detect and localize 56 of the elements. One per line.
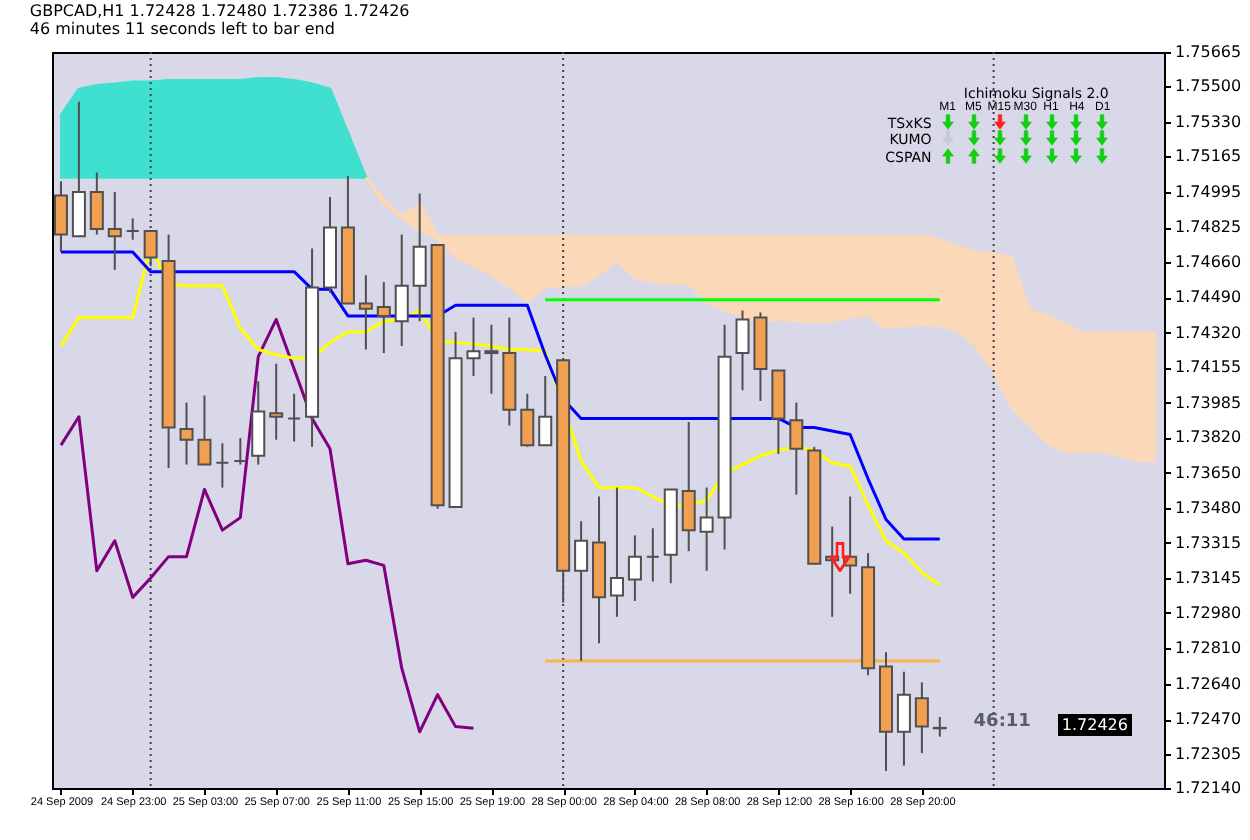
y-tick-label: 1.72640: [1175, 674, 1242, 693]
candlestick: [215, 442, 230, 489]
y-tick-label: 1.75330: [1175, 112, 1242, 131]
y-tick-label: 1.75500: [1175, 77, 1242, 96]
candlestick: [125, 217, 140, 241]
candlestick: [89, 171, 104, 236]
candlestick: [376, 281, 391, 355]
candlestick: [269, 362, 284, 441]
candlestick: [53, 180, 68, 254]
y-tick-label: 1.74155: [1175, 358, 1242, 377]
candlestick: [233, 437, 248, 466]
candlestick: [574, 520, 589, 663]
candlestick: [520, 392, 535, 448]
candlestick: [71, 100, 86, 238]
y-tick-label: 1.72810: [1175, 639, 1242, 658]
candlestick: [412, 192, 427, 323]
candlestick: [143, 229, 158, 268]
y-tick-label: 1.72140: [1175, 779, 1242, 797]
y-tick-label: 1.73315: [1175, 533, 1242, 552]
y-tick-label: 1.73985: [1175, 393, 1242, 412]
y-tick-label: 1.73650: [1175, 463, 1242, 482]
chart-subtitle: 46 minutes 11 seconds left to bar end: [29, 20, 335, 38]
candlestick: [771, 369, 786, 455]
y-tick-label: 1.74320: [1175, 323, 1242, 342]
candlestick: [681, 420, 696, 553]
y-tick-label: 1.72980: [1175, 603, 1242, 622]
y-tick-label: 1.74490: [1175, 288, 1242, 307]
annotation: 1.72426: [1057, 714, 1132, 737]
y-tick-label: 1.75165: [1175, 147, 1242, 166]
candlestick: [287, 392, 302, 443]
y-tick-label: 1.72305: [1175, 744, 1242, 763]
line-series: [59, 317, 475, 734]
chart-title: GBPCAD,H1 1.72428 1.72480 1.72386 1.72426: [29, 2, 410, 20]
y-tick-label: 1.75665: [1175, 43, 1242, 61]
y-tick-label: 1.73820: [1175, 428, 1242, 447]
candlestick: [627, 534, 642, 602]
candlestick: [609, 486, 624, 618]
y-tick-label: 1.74660: [1175, 252, 1242, 271]
y-tick-label: 1.74995: [1175, 182, 1242, 201]
candlestick: [538, 375, 553, 447]
annotation: 46:11: [973, 712, 1031, 733]
y-tick-label: 1.73145: [1175, 569, 1242, 588]
candlestick: [789, 401, 804, 496]
y-tick-label: 1.74825: [1175, 218, 1242, 237]
candlestick: [896, 670, 911, 767]
y-tick-label: 1.72470: [1175, 710, 1242, 729]
y-tick-label: 1.73480: [1175, 499, 1242, 518]
candlestick: [107, 190, 122, 271]
candlestick: [914, 681, 929, 755]
candlestick: [394, 233, 409, 347]
candlestick: [251, 380, 266, 466]
candlestick: [645, 527, 660, 583]
candlestick: [699, 486, 714, 572]
candlestick: [932, 716, 947, 738]
candlestick: [358, 274, 373, 351]
candlestick: [484, 323, 499, 395]
